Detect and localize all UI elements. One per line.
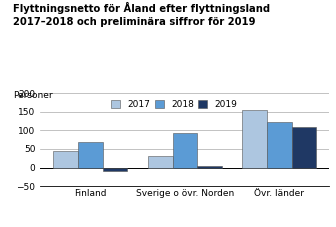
Bar — [102, 168, 127, 171]
Bar — [292, 127, 316, 168]
Legend: 2017, 2018, 2019: 2017, 2018, 2019 — [109, 98, 240, 112]
Bar — [78, 142, 102, 168]
Text: Personer: Personer — [13, 91, 53, 100]
Text: Flyttningsnetto för Åland efter flyttningsland
2017–2018 och preliminära siffror: Flyttningsnetto för Åland efter flyttnin… — [13, 2, 270, 27]
Bar — [148, 156, 172, 168]
Bar — [172, 133, 197, 168]
Bar — [243, 110, 267, 168]
Bar — [267, 122, 292, 168]
Bar — [53, 151, 78, 168]
Bar — [197, 166, 222, 168]
